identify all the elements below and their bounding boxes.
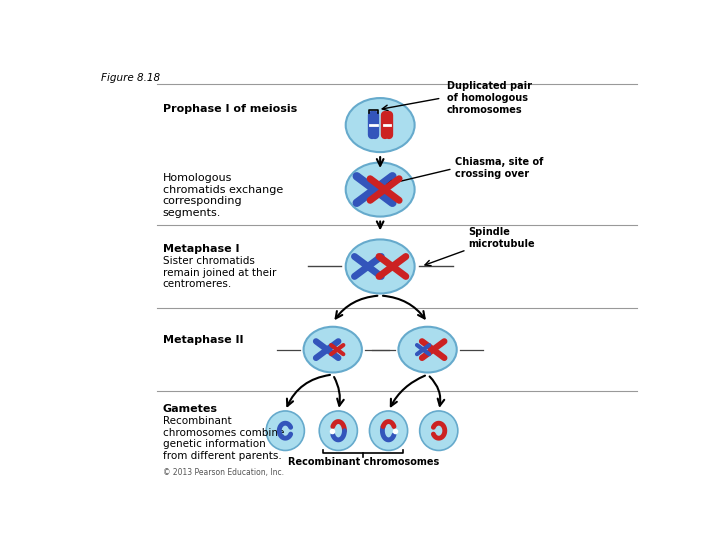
- Ellipse shape: [304, 327, 362, 373]
- Ellipse shape: [266, 411, 305, 450]
- Ellipse shape: [346, 98, 415, 152]
- Text: Sister chromatids
remain joined at their
centromeres.: Sister chromatids remain joined at their…: [163, 256, 276, 289]
- Text: Spindle
microtubule: Spindle microtubule: [468, 227, 535, 249]
- Text: Recombinant chromosomes: Recombinant chromosomes: [288, 457, 439, 468]
- Text: Chiasma, site of
crossing over: Chiasma, site of crossing over: [456, 157, 544, 179]
- Ellipse shape: [398, 327, 456, 373]
- Ellipse shape: [369, 411, 408, 450]
- Text: Gametes: Gametes: [163, 404, 217, 414]
- Ellipse shape: [319, 411, 357, 450]
- Text: Metaphase II: Metaphase II: [163, 335, 243, 345]
- Text: Duplicated pair
of homologous
chromosomes: Duplicated pair of homologous chromosome…: [447, 82, 532, 114]
- Text: Recombinant
chromosomes combine
genetic information
from different parents.: Recombinant chromosomes combine genetic …: [163, 416, 284, 461]
- Text: © 2013 Pearson Education, Inc.: © 2013 Pearson Education, Inc.: [163, 468, 284, 477]
- Text: Metaphase I: Metaphase I: [163, 244, 239, 254]
- Text: Figure 8.18: Figure 8.18: [101, 73, 161, 83]
- Text: Homologous
chromatids exchange
corresponding
segments.: Homologous chromatids exchange correspon…: [163, 173, 283, 218]
- Text: Prophase I of meiosis: Prophase I of meiosis: [163, 104, 297, 114]
- Ellipse shape: [420, 411, 458, 450]
- Ellipse shape: [346, 163, 415, 217]
- Ellipse shape: [346, 239, 415, 294]
